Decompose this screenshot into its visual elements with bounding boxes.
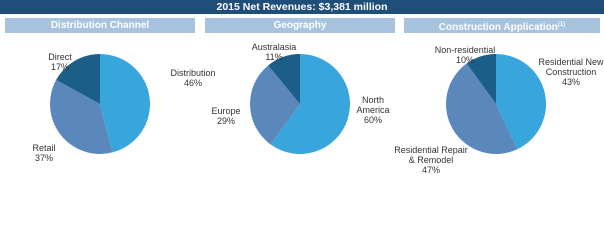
chart-header: Construction Application(1)	[404, 18, 600, 33]
title-note: (1)	[557, 22, 566, 28]
chart-title: Distribution Channel	[50, 20, 150, 31]
slice-value: 60%	[363, 115, 382, 125]
slice-label: Non-residential 10%	[428, 45, 502, 65]
pie-slice	[100, 54, 150, 153]
slice-category: Distribution	[170, 68, 216, 78]
slice-label: North America 60%	[352, 95, 394, 125]
slice-label: Australasia 11%	[246, 42, 302, 62]
slice-category: Residential Repair & Remodel	[394, 145, 468, 165]
slice-category: Residential New Construction	[538, 57, 604, 77]
slice-category: Direct	[48, 52, 72, 62]
pie-slice	[250, 65, 300, 145]
slice-value: 11%	[265, 52, 283, 62]
chart-header: Geography	[205, 18, 395, 33]
slice-label: Direct 17%	[40, 52, 80, 72]
pie-slice	[466, 54, 496, 104]
pie-slice	[496, 54, 546, 150]
chart-title: Construction Application	[438, 22, 558, 33]
slice-label: Distribution 46%	[168, 68, 218, 88]
pie-slice	[268, 54, 300, 104]
page: 2015 Net Revenues: $3,381 million (() =>…	[0, 0, 604, 177]
chart-header: Distribution Channel	[5, 18, 195, 33]
slice-category: Retail	[32, 143, 56, 153]
slice-value: 43%	[561, 77, 580, 87]
slice-value: 17%	[50, 62, 69, 72]
slice-category: North America	[356, 95, 390, 115]
pie-slice	[50, 79, 113, 154]
pie-charts	[50, 54, 546, 154]
slice-label: Residential Repair & Remodel 47%	[392, 145, 470, 175]
pie-slice	[270, 54, 350, 154]
slice-label: Residential New Construction 43%	[532, 57, 604, 87]
slice-category: Non-residential	[434, 45, 496, 55]
slice-category: Europe	[211, 106, 241, 116]
pie-slice	[56, 54, 100, 104]
slice-value: 46%	[183, 78, 202, 88]
slice-value: 10%	[455, 55, 474, 65]
pie-slice	[446, 63, 518, 154]
slice-label: Europe 29%	[206, 106, 246, 126]
slice-value: 37%	[34, 153, 53, 163]
slice-label: Retail 37%	[24, 143, 64, 163]
slice-value: 29%	[216, 116, 235, 126]
chart-title: Geography	[273, 20, 327, 31]
slice-value: 47%	[421, 165, 440, 175]
slice-category: Australasia	[251, 42, 297, 52]
banner-title: 2015 Net Revenues: $3,381 million	[0, 0, 604, 14]
